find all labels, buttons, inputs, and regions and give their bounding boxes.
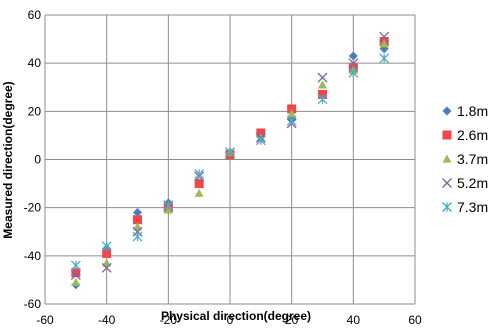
data-point	[255, 135, 266, 146]
x-tick-label: -40	[98, 313, 116, 327]
data-point	[101, 241, 112, 252]
x-tick-label: 20	[285, 313, 299, 327]
legend-label: 2.6m	[457, 127, 488, 143]
x-tick-label: 40	[347, 313, 361, 327]
legend-label: 3.7m	[457, 151, 488, 167]
data-points	[70, 31, 390, 290]
legend-marker	[442, 130, 452, 140]
grid-lines	[44, 14, 416, 305]
data-point	[102, 258, 112, 267]
data-point	[348, 67, 359, 78]
data-point	[348, 58, 359, 69]
data-point	[317, 72, 328, 83]
y-tick-label: -40	[24, 249, 42, 263]
x-tick-label: 60	[408, 313, 422, 327]
data-point	[101, 262, 112, 273]
x-tick-label: 0	[227, 313, 234, 327]
data-point	[194, 188, 204, 197]
y-tick-label: 0	[34, 153, 41, 167]
x-axis-title: Physical direction(degree)	[161, 309, 311, 323]
y-tick-label: -60	[24, 297, 42, 311]
data-point	[71, 268, 81, 278]
data-point	[348, 51, 358, 61]
data-point	[318, 89, 327, 99]
x-tick-label: -60	[36, 313, 54, 327]
y-tick-label: -20	[24, 201, 42, 215]
data-point	[70, 260, 81, 271]
data-point	[317, 94, 328, 105]
data-point	[379, 39, 389, 48]
data-point	[70, 270, 81, 281]
data-point	[133, 207, 142, 217]
series-7.3m	[70, 53, 390, 271]
legend-marker	[442, 178, 452, 188]
legend-item: 2.6m	[442, 127, 488, 143]
data-point	[287, 109, 297, 118]
legend: 1.8m 2.6m 3.7m 5.2m 7.3m	[442, 103, 488, 215]
data-point	[163, 200, 174, 211]
y-axis-title: Measured direction(degree)	[1, 81, 15, 238]
data-point	[102, 248, 112, 258]
legend-marker	[442, 154, 452, 163]
legend-marker	[442, 202, 452, 212]
data-point	[133, 222, 142, 231]
legend-label: 5.2m	[457, 175, 488, 191]
data-point	[379, 53, 390, 64]
y-tick-label: 60	[28, 8, 42, 22]
legend-item: 5.2m	[442, 175, 488, 191]
x-tick-label: -20	[160, 313, 178, 327]
data-point	[194, 168, 205, 179]
data-point	[132, 231, 143, 242]
data-point	[194, 179, 204, 189]
y-tick-label: 40	[28, 56, 42, 70]
legend-label: 7.3m	[457, 199, 488, 215]
legend-item: 1.8m	[442, 103, 488, 119]
data-point	[256, 128, 266, 138]
y-tick-labels: -60 -40 -20 0 20 40 60	[24, 8, 42, 311]
data-point	[225, 147, 235, 158]
y-tick-label: 20	[28, 104, 42, 118]
data-point	[287, 104, 297, 114]
data-point	[71, 277, 81, 286]
legend-marker	[442, 106, 452, 116]
legend-label: 1.8m	[457, 103, 488, 119]
x-tick-labels: -60 -40 -20 0 20 40 60	[36, 313, 422, 327]
data-point	[379, 31, 390, 42]
legend-item: 7.3m	[442, 199, 488, 215]
data-point	[133, 215, 142, 225]
data-point	[318, 80, 327, 89]
legend-item: 3.7m	[442, 151, 488, 167]
data-point	[286, 116, 297, 126]
data-point	[132, 226, 143, 237]
